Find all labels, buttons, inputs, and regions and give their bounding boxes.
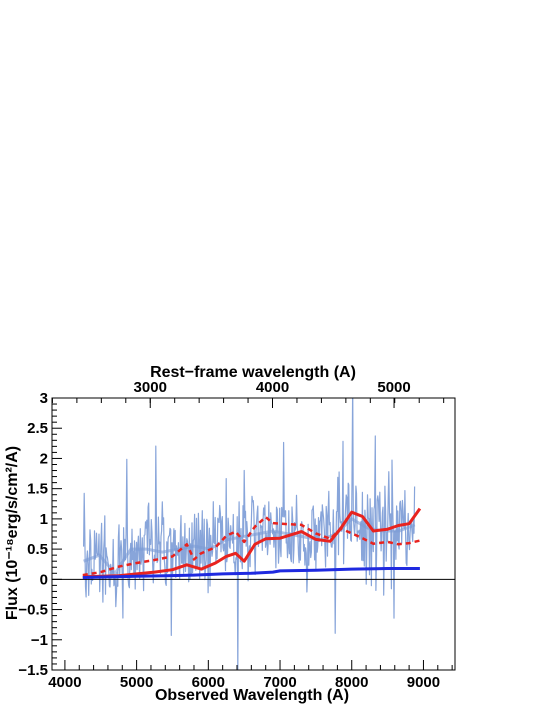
x2-tick-label: 5000 [377, 379, 410, 396]
spectrum-noise-trace [83, 398, 416, 670]
x2-tick-label: 3000 [134, 379, 167, 396]
x-tick-label: 9000 [407, 674, 440, 691]
y-tick-label: −1.5 [18, 662, 48, 679]
plot-area [52, 398, 455, 670]
y-tick-label: 0.5 [27, 541, 48, 558]
x-tick-label: 4000 [48, 674, 81, 691]
x-tick-label: 6000 [192, 674, 225, 691]
model-solid-red-line [82, 507, 422, 579]
y-tick-label: −1 [31, 632, 48, 649]
model-blue-line [82, 567, 420, 579]
y-tick-label: 1 [40, 511, 48, 528]
x-axis-title: Observed Wavelength (A) [155, 687, 349, 704]
y-tick-label: 1.5 [27, 481, 48, 498]
y-tick-label: −0.5 [18, 602, 48, 619]
x-tick-label: 5000 [120, 674, 153, 691]
x-tick-label: 8000 [335, 674, 368, 691]
y-tick-label: 3 [40, 390, 48, 407]
plot-frame [51, 397, 456, 671]
y-axis-title: Flux (10⁻¹⁸erg/s/cm²/A) [4, 446, 21, 620]
y-tick-label: 2.5 [27, 420, 48, 437]
y-tick-label: 2 [40, 450, 48, 467]
top-axis-title: Rest−frame wavelength (A) [150, 364, 356, 381]
x2-tick-label: 4000 [256, 379, 289, 396]
model-dashed-red-line [82, 515, 421, 577]
x-tick-label: 7000 [263, 674, 296, 691]
y-tick-label: 0 [40, 571, 48, 588]
